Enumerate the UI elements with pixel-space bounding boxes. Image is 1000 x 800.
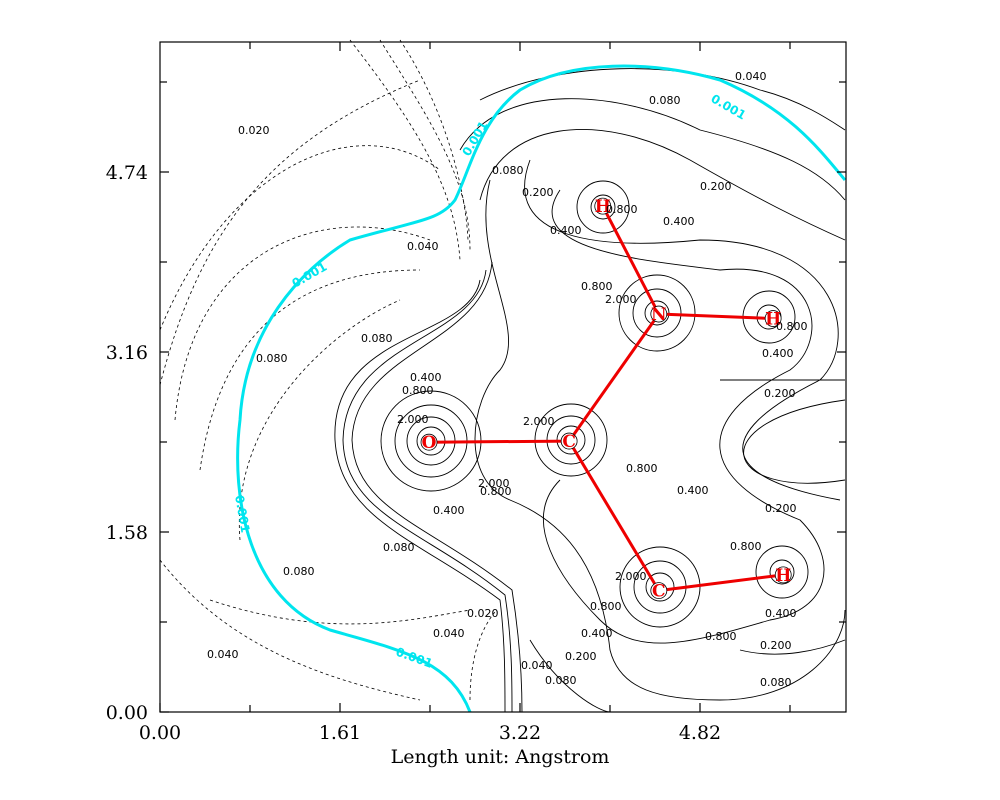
contour-label: 0.200 xyxy=(765,502,797,515)
atom-marker: C xyxy=(560,432,578,452)
contour-label: 2.000 xyxy=(523,415,555,428)
atom-ring xyxy=(560,432,578,450)
contour-label: 0.080 xyxy=(649,94,681,107)
atom-label: N xyxy=(651,305,667,325)
contour-label: 0.080 xyxy=(383,541,415,554)
x-tick-label: 3.22 xyxy=(499,722,541,744)
atom-label: O xyxy=(422,433,437,453)
atom-ring xyxy=(650,582,668,599)
contour-label: 0.800 xyxy=(402,384,434,397)
y-tick-label: 0.00 xyxy=(106,702,148,724)
contour-label: 0.400 xyxy=(762,347,794,360)
contour-label: 2.000 xyxy=(478,477,510,490)
contour-label: 0.020 xyxy=(238,124,270,137)
atom-label: H xyxy=(775,566,791,586)
contour-label: 0.800 xyxy=(480,485,512,498)
contour-label: 2.000 xyxy=(397,413,429,426)
contour-label: 0.200 xyxy=(700,180,732,193)
bond-line xyxy=(567,313,661,442)
contour-label: 0.400 xyxy=(433,504,465,517)
negative-contours xyxy=(159,39,496,701)
contour-label: 0.080 xyxy=(760,676,792,689)
contour-label: 0.800 xyxy=(730,540,762,553)
contour-label: 0.800 xyxy=(705,630,737,643)
contour-label: 0.080 xyxy=(361,332,393,345)
contour-label: 0.800 xyxy=(581,280,613,293)
contour-label: 0.040 xyxy=(407,240,439,253)
bond-line xyxy=(567,440,661,592)
atom-label: H xyxy=(595,197,611,217)
contour-label-highlight: 0.001 xyxy=(290,259,330,290)
atom-label: H xyxy=(765,310,781,330)
contour-label: 0.800 xyxy=(776,320,808,333)
highlight-contour-0001 xyxy=(236,64,847,713)
atom-label: C xyxy=(652,582,666,602)
contour-label: 0.040 xyxy=(735,70,767,83)
atom-ring xyxy=(650,305,668,323)
atom-marker: N xyxy=(650,305,668,325)
y-tick-labels: 0.00 1.58 3.16 4.74 xyxy=(106,162,148,724)
contour-label: 0.800 xyxy=(590,600,622,613)
bonds-layer xyxy=(429,205,784,593)
contour-label: 0.800 xyxy=(606,203,638,216)
contour-label: 0.400 xyxy=(410,371,442,384)
contour-label: 0.400 xyxy=(663,215,695,228)
contour-label-highlight: 0.001 xyxy=(459,119,490,159)
contour-label-highlight: 0.001 xyxy=(709,91,749,122)
contour-label-highlight: 0.001 xyxy=(394,645,434,671)
contour-label: 0.080 xyxy=(256,352,288,365)
contour-label: 0.080 xyxy=(545,674,577,687)
contour-label: 2.000 xyxy=(605,293,637,306)
y-tick-label: 1.58 xyxy=(106,522,148,544)
atom-marker: H xyxy=(594,197,612,217)
y-tick-label: 3.16 xyxy=(106,342,148,364)
contour-label: 0.200 xyxy=(760,639,792,652)
contour-label: 0.400 xyxy=(550,224,582,237)
contour-label: 0.200 xyxy=(764,387,796,400)
contour-label-highlight: 0.001 xyxy=(232,494,252,534)
atom-marker: C xyxy=(650,582,668,602)
contour-label: 2.000 xyxy=(615,570,647,583)
contour-label: 0.080 xyxy=(283,565,315,578)
contour-label: 0.040 xyxy=(433,627,465,640)
atom-ring xyxy=(764,310,782,327)
bond-line xyxy=(429,439,570,444)
atom-ring xyxy=(594,197,612,215)
atom-ring xyxy=(420,433,438,451)
tick-marks xyxy=(159,42,846,713)
contour-label: 0.400 xyxy=(677,484,709,497)
bond-line xyxy=(658,573,784,593)
contour-label: 0.040 xyxy=(207,648,239,661)
x-tick-labels: 0.00 1.61 3.22 4.82 xyxy=(139,722,721,744)
contour-label: 0.400 xyxy=(765,607,797,620)
atom-marker: H xyxy=(764,310,782,330)
atom-marker: O xyxy=(420,433,438,453)
atoms-layer: O C N H H C H xyxy=(420,197,792,602)
contour-label: 0.080 xyxy=(492,164,524,177)
bond-line xyxy=(658,312,774,321)
atom-marker: H xyxy=(774,566,792,586)
x-tick-label: 1.61 xyxy=(319,722,361,744)
contour-label: 0.400 xyxy=(581,627,613,640)
x-tick-label: 0.00 xyxy=(139,722,181,744)
atom-ring xyxy=(774,566,792,584)
contour-label: 0.020 xyxy=(467,607,499,620)
x-tick-label: 4.82 xyxy=(679,722,721,744)
y-tick-label: 4.74 xyxy=(106,162,148,184)
x-axis-label: Length unit: Angstrom xyxy=(391,746,610,768)
contour-label: 0.800 xyxy=(626,462,658,475)
contour-label: 0.200 xyxy=(565,650,597,663)
contour-label: 0.040 xyxy=(521,659,553,672)
plot-frame xyxy=(159,41,847,713)
contour-label: 0.200 xyxy=(522,186,554,199)
bond-line xyxy=(601,205,661,315)
atom-label: C xyxy=(562,432,576,452)
contour-annotations: 0.020 0.040 0.040 0.080 0.080 0.080 0.08… xyxy=(207,70,808,689)
